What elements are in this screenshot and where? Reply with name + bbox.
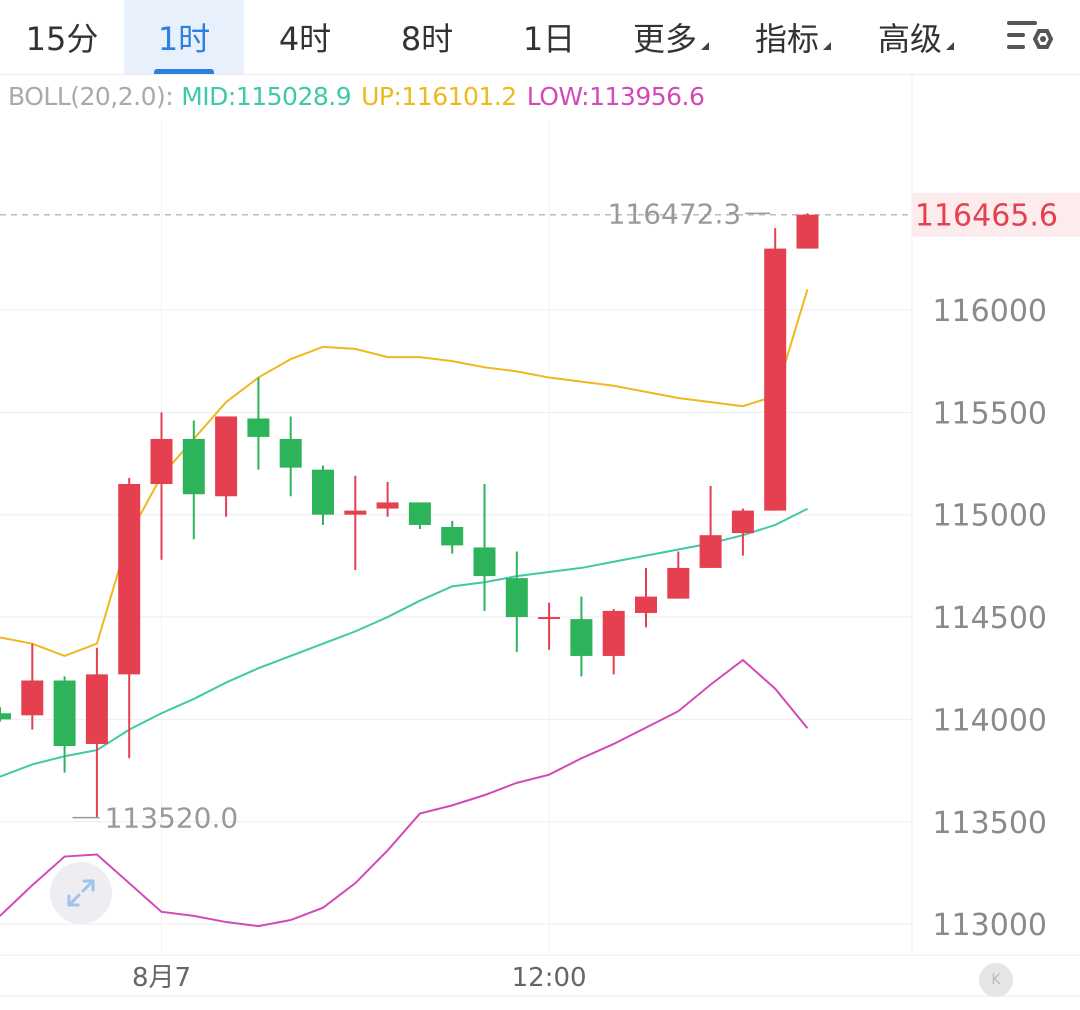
candle-body	[53, 680, 76, 747]
candle-body	[473, 547, 496, 577]
candle-body	[667, 567, 690, 599]
tab-advanced-dropdown[interactable]: 高级	[854, 0, 978, 74]
candle-body	[731, 510, 754, 534]
dropdown-triangle-icon	[946, 42, 954, 50]
candle-body	[441, 526, 464, 546]
y-tick-label: 114000	[932, 703, 1047, 738]
candle-body	[796, 214, 819, 249]
boll-mid-value: MID:115028.9	[181, 82, 352, 111]
candle-body	[312, 469, 334, 515]
boll-low-line	[0, 658, 809, 928]
dropdown-triangle-icon	[823, 42, 831, 50]
tab-8hour[interactable]: 8时	[366, 0, 488, 74]
candle-body	[699, 535, 722, 568]
candle-body	[85, 674, 108, 744]
candle-body	[150, 438, 173, 484]
tab-bar-divider	[0, 74, 1080, 75]
low-marker-label: 113520.0	[105, 802, 239, 835]
candle-body	[635, 596, 657, 613]
x-tick-label: 8月7	[132, 963, 191, 993]
timeframe-tab-bar: 15分 1时 4时 8时 1日 更多 指标 高级	[0, 0, 1080, 74]
tab-label: 1日	[522, 20, 576, 58]
candle-body	[602, 610, 625, 656]
candle-body	[344, 510, 367, 515]
current-price-tag	[912, 192, 1080, 237]
y-tick-label: 113500	[932, 806, 1047, 841]
fullscreen-button[interactable]	[50, 862, 112, 924]
kline-badge-button[interactable]: K	[979, 963, 1013, 997]
y-tick-label: 113000	[932, 908, 1047, 943]
expand-arrows-icon	[67, 879, 95, 907]
boll-legend: BOLL(20,2.0): MID:115028.9 UP:116101.2 L…	[8, 82, 705, 116]
k-icon: K	[991, 972, 1001, 988]
candle-body	[505, 578, 528, 618]
chart-settings-icon	[1007, 21, 1054, 49]
x-tick-label: 12:00	[512, 963, 587, 993]
tab-15min[interactable]: 15分	[0, 0, 124, 74]
boll-legend-name: BOLL(20,2.0):	[8, 82, 174, 111]
tab-label: 4时	[278, 20, 332, 58]
tab-1day[interactable]: 1日	[488, 0, 610, 74]
current-price-label: 116465.6	[915, 199, 1058, 234]
tab-label: 15分	[25, 20, 99, 58]
candle-body	[247, 418, 270, 437]
candle-body	[408, 502, 431, 525]
high-marker-label: 116472.3	[608, 197, 742, 230]
candle-body	[118, 483, 141, 675]
boll-up-value: UP:116101.2	[361, 82, 517, 111]
y-tick-label: 115000	[932, 499, 1047, 534]
boll-mid-line	[0, 507, 808, 778]
y-tick-label: 114500	[932, 601, 1047, 636]
boll-low-value: LOW:113956.6	[526, 82, 705, 111]
tab-label: 高级	[877, 20, 942, 58]
y-tick-label: 115500	[932, 396, 1047, 431]
candle-body	[182, 438, 205, 495]
candle-body	[21, 680, 44, 716]
active-tab-indicator	[154, 69, 214, 74]
chart-settings-button[interactable]	[978, 0, 1080, 74]
candle-body	[764, 248, 787, 511]
candle-body	[538, 617, 561, 620]
y-tick-label: 116000	[932, 294, 1047, 329]
candle-body	[570, 619, 593, 656]
candle-body	[215, 416, 238, 497]
tab-label: 8时	[400, 20, 454, 58]
tab-label: 1时	[157, 20, 211, 58]
dropdown-triangle-icon	[701, 42, 709, 50]
tab-label: 更多	[632, 20, 697, 58]
candle-body	[376, 502, 399, 509]
tab-more-dropdown[interactable]: 更多	[610, 0, 732, 74]
tab-1hour[interactable]: 1时	[124, 0, 244, 74]
tab-4hour[interactable]: 4时	[244, 0, 366, 74]
tab-indicators-dropdown[interactable]: 指标	[732, 0, 854, 74]
candle-body	[0, 713, 11, 720]
candle-body	[279, 438, 302, 468]
tab-label: 指标	[754, 20, 819, 58]
